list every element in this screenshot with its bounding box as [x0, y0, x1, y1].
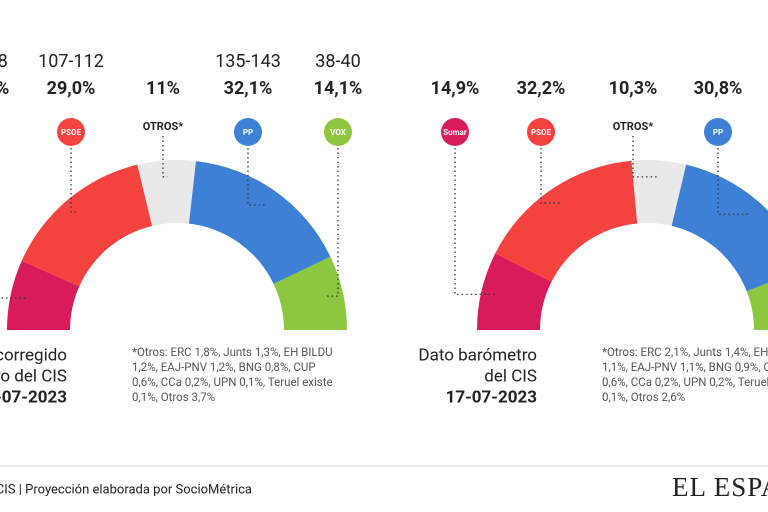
party-logo	[324, 118, 352, 146]
caption: 17-07-2023	[0, 387, 67, 407]
note: 0,6%, CCa 0,2%, UPN 0,2%, Teruel existe	[602, 375, 768, 389]
party-name: VOX	[330, 128, 346, 137]
note: *Otros: ERC 2,1%, Junts 1,4%, EH BILDU	[602, 345, 768, 359]
leader-line	[247, 148, 267, 206]
party-logo	[441, 118, 469, 146]
value-label: 32,2%	[517, 78, 566, 99]
caption: del CIS	[484, 366, 537, 386]
party-name: PP	[243, 128, 253, 137]
note: 1,1%, EAJ-PNV 1,1%, BNG 0,9%, CUP	[602, 360, 768, 374]
party-name: Sumar	[443, 128, 467, 137]
seat-range: 135-143	[215, 51, 281, 72]
footer-source: Fuente: CIS | Proyección elaborada por S…	[0, 482, 252, 497]
party-name: OTROS*	[613, 120, 653, 133]
arc-segment	[7, 260, 80, 330]
arc-segment	[21, 164, 153, 287]
arc-segment	[631, 160, 687, 226]
value-label: 13,3%	[0, 78, 9, 99]
note: *Otros: ERC 1,8%, Junts 1,3%, EH BILDU	[132, 345, 333, 359]
note: 0,6%, CCa 0,2%, UPN 0,1%, Teruel existe	[132, 375, 333, 389]
value-label: 29,0%	[47, 78, 96, 99]
party-name: OTROS*	[143, 120, 183, 133]
note: 0,1%, Otros 3,7%	[132, 390, 215, 404]
arc-segment	[188, 161, 331, 284]
seat-range: 107-112	[38, 51, 104, 72]
value-label: 30,8%	[694, 78, 743, 99]
leader-line	[632, 136, 658, 178]
value-label: 11%	[146, 78, 180, 99]
leader-line	[162, 136, 168, 178]
arc-segment	[273, 256, 347, 330]
caption: 17-07-2023	[446, 387, 537, 407]
leader-line	[540, 148, 561, 204]
value-label: 32,1%	[224, 78, 273, 99]
arc-segment	[746, 282, 768, 330]
party-name: PSOE	[531, 128, 552, 137]
party-logo	[527, 118, 555, 146]
footer-logo: EL ESPAÑOL	[672, 472, 768, 502]
arc-segment	[671, 164, 768, 292]
seat-range: 38-40	[315, 51, 360, 72]
value-label: 14,1%	[314, 78, 363, 99]
caption: Dato corregido	[0, 345, 67, 365]
party-name: PSOE	[61, 128, 82, 137]
leader-line	[70, 148, 79, 213]
caption: Dato barómetro	[418, 345, 537, 365]
party-logo	[704, 118, 732, 146]
value-label: 14,9%	[431, 78, 480, 99]
note: 1,2%, EAJ-PNV 1,2%, BNG 0,8%, CUP	[132, 360, 316, 374]
party-logo	[234, 118, 262, 146]
arc-segment	[137, 160, 197, 226]
arc-segment	[495, 160, 638, 282]
party-name: PP	[713, 128, 723, 137]
caption: por el registro del CIS	[0, 366, 67, 386]
note: 0,1%, Otros 2,6%	[602, 390, 685, 404]
value-label: 10,3%	[609, 78, 658, 99]
leader-line	[717, 148, 748, 215]
seat-range: 33-38	[0, 51, 8, 72]
arc-segment	[477, 253, 552, 330]
party-logo	[57, 118, 85, 146]
